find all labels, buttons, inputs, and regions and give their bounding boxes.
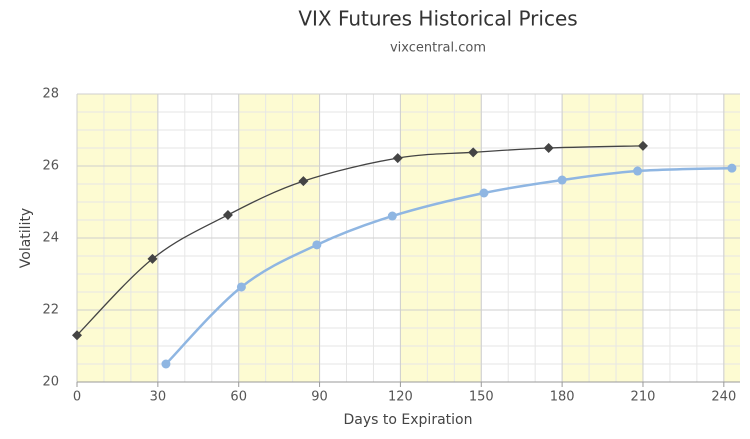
point bbox=[72, 330, 82, 341]
x-tick-label: 240 bbox=[711, 390, 736, 405]
x-tick-label: 150 bbox=[469, 390, 494, 405]
point bbox=[392, 153, 403, 164]
y-tick-label: 22 bbox=[42, 303, 59, 318]
point bbox=[633, 166, 643, 176]
chart-subtitle: vixcentral.com bbox=[390, 41, 486, 56]
point bbox=[468, 147, 479, 158]
point bbox=[236, 282, 246, 292]
x-tick-label: 210 bbox=[631, 390, 656, 405]
x-axis-title: Days to Expiration bbox=[344, 412, 473, 428]
point bbox=[637, 140, 648, 151]
y-tick-label: 26 bbox=[42, 159, 59, 174]
x-tick-label: 0 bbox=[73, 390, 81, 405]
point bbox=[557, 175, 567, 185]
chart-title: VIX Futures Historical Prices bbox=[298, 7, 577, 31]
point bbox=[222, 209, 233, 220]
point bbox=[727, 163, 737, 173]
x-tick-label: 90 bbox=[311, 390, 328, 405]
y-tick-label: 28 bbox=[42, 87, 59, 102]
point bbox=[147, 253, 158, 264]
y-tick-label: 24 bbox=[42, 231, 59, 246]
x-tick-label: 120 bbox=[388, 390, 413, 405]
series-line bbox=[76, 145, 643, 336]
y-axis-title: Volatility bbox=[18, 208, 34, 268]
x-tick-label: 60 bbox=[230, 390, 247, 405]
point bbox=[479, 188, 489, 198]
point bbox=[312, 240, 322, 250]
plot-area bbox=[76, 93, 740, 383]
point bbox=[543, 143, 554, 153]
point bbox=[298, 176, 309, 187]
x-tick-label: 30 bbox=[150, 390, 167, 405]
point bbox=[387, 211, 397, 221]
point bbox=[161, 359, 171, 369]
y-tick-label: 20 bbox=[42, 375, 59, 390]
x-tick-label: 180 bbox=[550, 390, 575, 405]
